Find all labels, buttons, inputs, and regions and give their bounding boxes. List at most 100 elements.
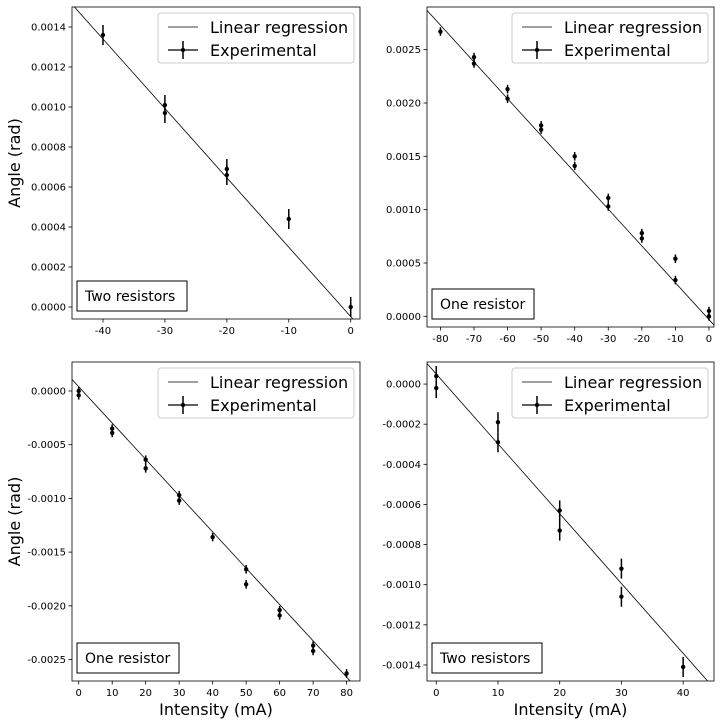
x-tick-label: -10 — [667, 334, 683, 345]
x-tick-label: -80 — [432, 334, 448, 345]
subplot-1: -40 -30 -20 -10 0 0.0000 0.0002 0.0004 0.0006 0.0… — [5, 6, 361, 337]
y-tick-label: 0.0008 — [31, 143, 66, 154]
x-tick-label: -20 — [219, 326, 235, 337]
data-point — [243, 580, 249, 589]
point-marker — [505, 86, 510, 92]
y-tick-label: 0.0025 — [386, 45, 421, 56]
x-tick-label: 60 — [273, 688, 286, 699]
point-marker — [434, 373, 439, 379]
annotation: One resistor — [431, 288, 535, 320]
x-tick-label: -40 — [567, 334, 583, 345]
y-tick-label: 0.0010 — [31, 103, 66, 114]
point-marker — [310, 648, 316, 654]
point-marker — [680, 664, 686, 670]
data-point — [680, 656, 686, 677]
subplot-3: 0 10 20 30 40 50 60 70 80 0.0000 -0.0005 -0.0010 -0.… — [5, 361, 361, 719]
annotation: Two resistors — [431, 642, 543, 674]
legend-label-experimental: Experimental — [210, 396, 317, 415]
data-point — [434, 378, 439, 399]
legend-label-regression: Linear regression — [210, 373, 348, 392]
point-marker — [210, 534, 215, 540]
legend-marker — [534, 402, 540, 408]
y-tick-label: 0.0020 — [386, 99, 421, 110]
point-marker — [100, 32, 106, 38]
data-point — [162, 103, 168, 123]
point-marker — [606, 195, 611, 201]
point-marker — [606, 204, 611, 209]
x-tick-label: 0 — [433, 688, 439, 699]
y-tick-label: 0.0002 — [31, 263, 66, 274]
data-point — [673, 275, 678, 285]
y-tick-label: 0.0004 — [31, 223, 66, 234]
y-tick-label: -0.0010 — [382, 580, 421, 591]
x-tick-label: 50 — [240, 688, 253, 699]
x-tick-label: -50 — [533, 334, 549, 345]
regression-line — [73, 7, 354, 319]
x-tick-label: 40 — [206, 688, 219, 699]
annotation: One resistor — [76, 642, 180, 674]
data-point — [619, 586, 624, 607]
regression-line — [427, 363, 709, 681]
data-point — [310, 646, 316, 656]
legend-label-experimental: Experimental — [564, 41, 671, 60]
point-marker — [143, 457, 148, 462]
data-point — [557, 520, 562, 541]
x-tick-label: -40 — [95, 326, 111, 337]
data-point — [606, 202, 611, 211]
point-marker — [176, 492, 182, 498]
point-marker — [348, 304, 353, 310]
point-marker — [505, 96, 510, 101]
data-point — [224, 165, 230, 185]
point-marker — [572, 154, 577, 159]
point-marker — [495, 419, 501, 425]
data-point — [505, 84, 510, 94]
x-tick-label: -30 — [600, 334, 616, 345]
legend-label-experimental: Experimental — [564, 396, 671, 415]
data-point — [143, 464, 148, 473]
point-marker — [76, 393, 81, 398]
point-marker — [572, 163, 577, 169]
y-axis-label: Angle (rad) — [5, 118, 24, 208]
x-axis-label: Intensity (mA) — [159, 700, 273, 719]
legend-marker — [180, 47, 186, 53]
annotation-box — [76, 642, 180, 674]
y-tick-label: 0.0012 — [31, 63, 66, 74]
legend-frame — [511, 12, 709, 64]
legend-frame — [157, 12, 355, 64]
x-tick-label: 0 — [76, 688, 82, 699]
data-point — [348, 297, 353, 317]
data-point — [606, 193, 611, 203]
subplot-2: -80 -70 -60 -50 -40 -30 -20 -10 0 0.0000 0.0005 0.0… — [386, 6, 715, 345]
y-tick-label: -0.0025 — [27, 655, 66, 666]
x-tick-label: 0 — [348, 326, 354, 337]
point-marker — [277, 607, 282, 613]
x-tick-label: 20 — [553, 688, 566, 699]
annotation-text: Two resistors — [84, 289, 175, 305]
y-tick-label: 0.0000 — [31, 387, 66, 398]
y-tick-label: 0.0014 — [31, 23, 66, 34]
axes-frame — [426, 6, 715, 328]
x-tick-label: 40 — [677, 688, 690, 699]
data-point — [471, 59, 477, 68]
legend-label-regression: Linear regression — [564, 18, 702, 37]
annotation-text: One resistor — [440, 297, 526, 313]
y-tick-label: 0.0015 — [386, 152, 421, 163]
x-axis-label: Intensity (mA) — [514, 700, 628, 719]
point-marker — [495, 440, 501, 445]
y-tick-label: -0.0008 — [382, 540, 421, 551]
data-point — [505, 94, 510, 103]
point-marker — [243, 567, 249, 572]
regression-line — [72, 379, 351, 681]
y-tick-label: -0.0002 — [382, 420, 421, 431]
y-tick-label: -0.0012 — [382, 620, 421, 631]
y-tick-label: -0.0005 — [27, 440, 66, 451]
point-marker — [619, 566, 624, 571]
x-tick-label: 10 — [106, 688, 119, 699]
legend-frame — [511, 367, 709, 419]
annotation-text: One resistor — [85, 651, 171, 667]
legend: Linear regression Experimental — [511, 12, 709, 64]
point-marker — [310, 643, 316, 648]
y-tick-label: -0.0004 — [382, 460, 421, 471]
point-marker — [286, 216, 291, 222]
